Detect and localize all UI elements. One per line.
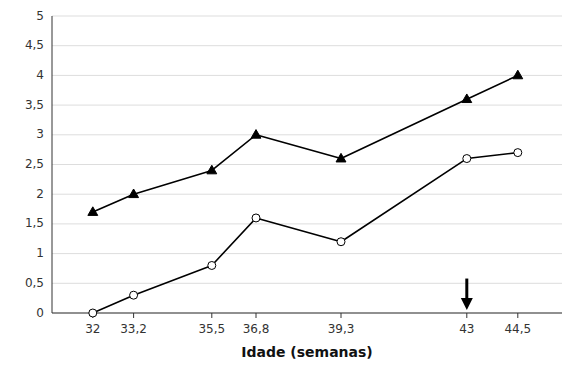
point-marker — [88, 207, 98, 216]
y-tick-label: 0,5 — [25, 276, 44, 290]
grid-line — [52, 223, 562, 224]
x-tick-label: 32 — [85, 322, 100, 336]
chart: 00,511,522,533,544,553233,235,536,839,34… — [0, 0, 580, 371]
y-tick-label: 1,5 — [25, 216, 44, 230]
y-tick-label: 2 — [36, 187, 44, 201]
grid-line — [52, 134, 562, 135]
point-marker — [513, 70, 523, 79]
x-tick-label: 44,5 — [504, 322, 531, 336]
grid-line — [52, 16, 562, 17]
x-tick — [256, 313, 257, 318]
y-tick-label: 4 — [36, 68, 44, 82]
point-marker — [463, 155, 471, 163]
x-tick-label: 33,2 — [120, 322, 147, 336]
point-marker — [130, 291, 138, 299]
grid — [52, 16, 562, 313]
y-tick-label: 2,5 — [25, 157, 44, 171]
x-tick — [211, 313, 212, 318]
grid-line — [52, 253, 562, 254]
point-marker — [252, 214, 260, 222]
x-axis-line — [52, 313, 562, 314]
arrow-shaft — [465, 279, 468, 298]
x-tick — [341, 313, 342, 318]
point-marker — [207, 165, 217, 174]
grid-line — [52, 105, 562, 106]
grid-line — [52, 313, 562, 314]
x-tick — [517, 313, 518, 318]
y-axis-line — [52, 16, 53, 313]
y-tick-label: 5 — [36, 9, 44, 23]
lines — [93, 75, 518, 313]
arrow-head — [461, 298, 473, 310]
grid-line — [52, 283, 562, 284]
point-marker — [89, 309, 97, 317]
y-tick-label: 4,5 — [25, 38, 44, 52]
x-tick — [133, 313, 134, 318]
point-marker — [336, 153, 346, 162]
y-tick-label: 3,5 — [25, 98, 44, 112]
x-tick — [466, 313, 467, 318]
grid-line — [52, 75, 562, 76]
arrow-annotation — [461, 279, 473, 310]
x-tick-label: 39,3 — [328, 322, 355, 336]
point-marker — [251, 130, 261, 139]
x-axis-label: Idade (semanas) — [241, 344, 372, 360]
series-line — [93, 75, 518, 212]
point-marker — [129, 189, 139, 198]
grid-line — [52, 194, 562, 195]
markers — [88, 70, 523, 317]
point-marker — [208, 261, 216, 269]
y-tick-label: 3 — [36, 127, 44, 141]
x-tick-label: 43 — [459, 322, 474, 336]
point-marker — [462, 94, 472, 103]
x-tick-label: 35,5 — [198, 322, 225, 336]
series-line — [93, 153, 518, 313]
y-tick-label: 1 — [36, 246, 44, 260]
x-tick-label: 36,8 — [243, 322, 270, 336]
point-marker — [337, 238, 345, 246]
grid-line — [52, 45, 562, 46]
y-tick-label: 0 — [36, 306, 44, 320]
grid-line — [52, 164, 562, 165]
axes: 00,511,522,533,544,553233,235,536,839,34… — [25, 9, 562, 337]
point-marker — [514, 149, 522, 157]
